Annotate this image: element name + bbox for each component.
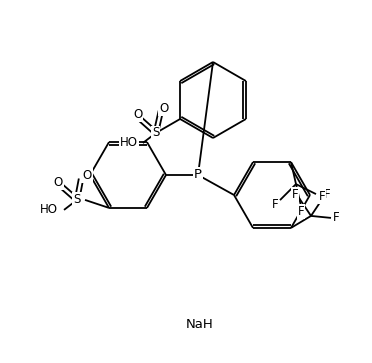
- Text: O: O: [53, 176, 62, 189]
- Text: O: O: [82, 170, 92, 183]
- Text: S: S: [73, 193, 81, 207]
- Text: P: P: [194, 168, 202, 182]
- Text: S: S: [152, 126, 160, 139]
- Text: O: O: [159, 102, 169, 115]
- Text: HO: HO: [120, 136, 138, 150]
- Text: F: F: [324, 188, 330, 201]
- Text: O: O: [133, 109, 142, 122]
- Text: HO: HO: [40, 203, 58, 216]
- Text: F: F: [272, 197, 278, 211]
- Text: NaH: NaH: [186, 318, 214, 331]
- Text: F: F: [298, 205, 304, 217]
- Text: F: F: [319, 189, 325, 203]
- Text: F: F: [333, 211, 339, 224]
- Text: F: F: [292, 188, 298, 201]
